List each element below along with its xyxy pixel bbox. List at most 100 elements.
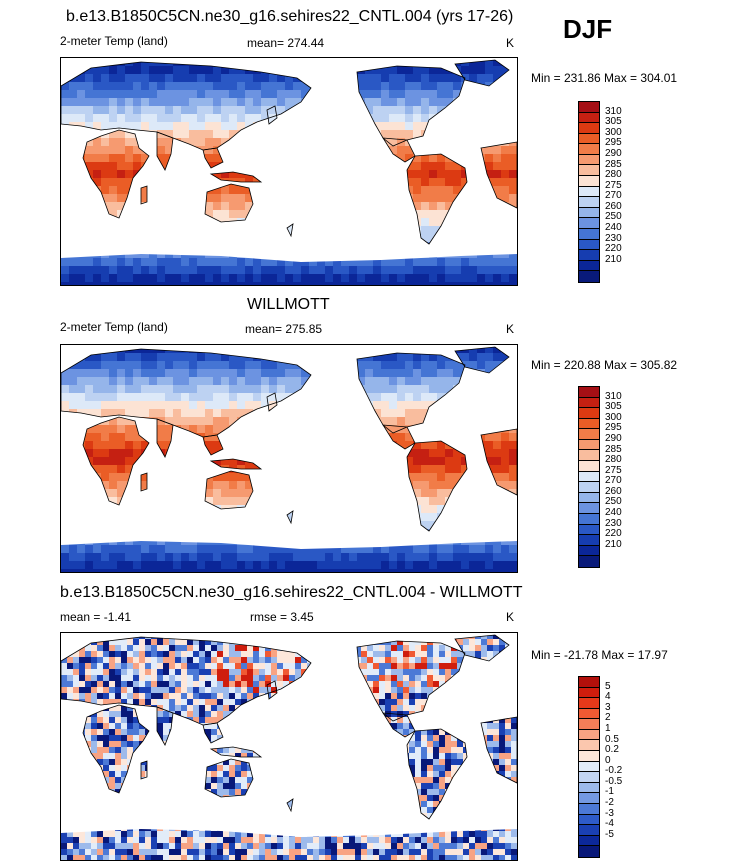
coastline-africa [82,704,150,794]
colorbar-tick-label: -2 [605,797,614,809]
colorbar-swatch [579,250,599,261]
colorbar-tick-label: 4 [605,691,611,703]
colorbar-tick-label: 210 [605,253,622,265]
coastline-australia [204,183,254,223]
panel-1-title: b.e13.B1850C5CN.ne30_g16.sehires22_CNTL.… [66,8,514,25]
colorbar-swatch [579,782,599,794]
colorbar-swatch [579,154,599,166]
colorbar-tick-label: 250 [605,211,622,223]
colorbar-tick-label: 210 [605,538,622,550]
panel-2-minmax: Min = 220.88 Max = 305.82 [531,358,678,372]
coastline-seasia [202,147,224,169]
coastline-greenland [454,59,510,87]
colorbar-swatch [579,492,599,504]
panel-3-map [60,632,518,861]
colorbar-swatch [579,133,599,145]
colorbar-tick-label: 285 [605,158,622,170]
colorbar-tick-label: 240 [605,507,622,519]
colorbar-tick-label: -3 [605,807,614,819]
colorbar-swatch [579,408,599,419]
coastline-namerica [356,65,466,147]
colorbar-tick-label: 220 [605,243,622,255]
colorbar-tick-label: 270 [605,475,622,487]
colorbar-tick-label: 275 [605,464,622,476]
colorbar-swatch [579,197,599,208]
colorbar-swatch [579,439,599,451]
coastline-eurasia [61,61,312,151]
colorbar-swatch [579,835,599,847]
colorbar-tick-label: 1 [605,722,611,734]
colorbar-swatch [579,729,599,741]
panel-1-colorbar [578,101,600,283]
coastline-africa [82,129,150,219]
colorbar-tick-label: 0.5 [605,733,619,745]
coastline-australia [204,758,254,798]
colorbar-tick-label: 275 [605,179,622,191]
colorbar-swatch [579,545,599,557]
colorbar-tick-label: 290 [605,432,622,444]
colorbar-swatch [579,471,599,483]
coastline-eurasia [61,348,312,438]
colorbar-swatch [579,793,599,804]
panel-3-title: b.e13.B1850C5CN.ne30_g16.sehires22_CNTL.… [60,584,523,601]
colorbar-tick-label: 270 [605,190,622,202]
colorbar-swatch [579,719,599,730]
coastline-eurasia [61,636,312,726]
colorbar-tick-label: -4 [605,818,614,830]
coastline-namerica [356,640,466,722]
colorbar-swatch [579,144,599,155]
colorbar-swatch [579,687,599,699]
colorbar-tick-label: 295 [605,137,622,149]
colorbar-tick-label: 310 [605,105,622,117]
panel-2-title: WILLMOTT [247,296,330,313]
coastline-africa [82,416,150,506]
panel-3-rmse-label: rmse = 3.45 [250,610,314,624]
colorbar-tick-label: 230 [605,517,622,529]
coastline-india [156,706,174,746]
colorbar-tick-label: 220 [605,528,622,540]
colorbar-tick-label: 280 [605,454,622,466]
colorbar-swatch [579,397,599,409]
panel-1-units-label: K [506,36,515,50]
colorbar-swatch [579,461,599,472]
colorbar-swatch [579,846,599,857]
colorbar-tick-label: 230 [605,232,622,244]
coastline-samerica [406,153,468,245]
colorbar-swatch [579,387,599,398]
panel-1-variable-label: 2-meter Temp (land) [60,34,168,48]
coastline-europeEdge [480,428,517,496]
colorbar-swatch [579,677,599,688]
panel-3-units-label: K [506,610,515,624]
coastline-indonesia [209,746,263,758]
colorbar-swatch [579,708,599,720]
colorbar-swatch [579,207,599,219]
season-label: DJF [563,14,613,44]
colorbar-swatch [579,814,599,826]
panel-3-minmax: Min = -21.78 Max = 17.97 [531,648,668,662]
colorbar-swatch [579,698,599,709]
coastline-japan [266,392,278,412]
coastline-seasia [202,722,224,744]
colorbar-swatch [579,260,599,272]
colorbar-tick-label: 295 [605,422,622,434]
panel-2-variable-label: 2-meter Temp (land) [60,320,168,334]
coastline-seasia [202,434,224,456]
coastline-madagascar [140,185,148,205]
coastline-indonesia [209,171,263,183]
panel-2-map [60,344,518,573]
colorbar-swatch [579,112,599,124]
coastline-namerica [356,352,466,434]
coastline-camerica [382,137,416,163]
panel-3-mean-label: mean = -1.41 [60,610,132,624]
colorbar-swatch [579,429,599,440]
colorbar-swatch [579,165,599,177]
colorbar-swatch [579,218,599,229]
coastline-madagascar [140,760,148,780]
coastline-indonesia [209,458,263,470]
coastline-nz [286,798,294,813]
coastline-australia [204,470,254,510]
colorbar-swatch [579,803,599,815]
coastline-madagascar [140,472,148,492]
colorbar-tick-label: 310 [605,390,622,402]
colorbar-swatch [579,825,599,836]
